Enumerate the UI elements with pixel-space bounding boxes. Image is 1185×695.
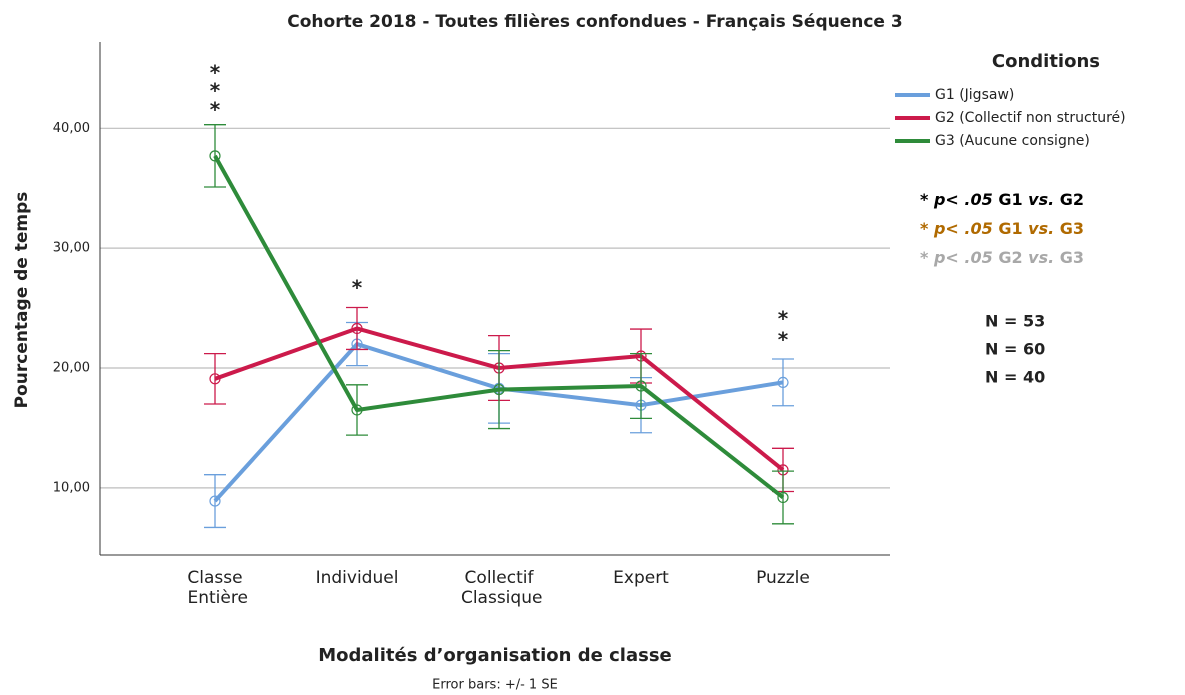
significance-legend-part: *: [920, 248, 929, 267]
significance-legend-part: G3: [1060, 219, 1084, 238]
significance-legend-part: p< .05: [933, 248, 993, 267]
significance-legend: * p< .05 G2 vs. G3: [920, 248, 1084, 267]
significance-legend-part: p< .05: [933, 219, 993, 238]
significance-legend-part: *: [920, 219, 929, 238]
y-tick-label: 30,00: [53, 241, 90, 256]
significance-legend: * p< .05 G1 vs. G2: [920, 190, 1084, 209]
significance-legend-part: G1: [998, 190, 1022, 209]
significance-legend-part: G3: [1060, 248, 1084, 267]
significance-legend-part: *: [920, 190, 929, 209]
significance-legend-part: p< .05: [933, 190, 993, 209]
y-axis-label: Pourcentage de temps: [12, 192, 32, 409]
significance-legend-part: G1: [998, 219, 1022, 238]
significance-star: *: [210, 61, 221, 85]
x-tick-label: Individuel: [316, 568, 399, 588]
significance-legend-part: G2: [1060, 190, 1084, 209]
significance-legend-part: vs.: [1028, 248, 1054, 267]
point-marker: [209, 495, 221, 507]
point-marker: [351, 404, 363, 416]
significance-star: *: [210, 79, 221, 103]
x-tick-label: Expert: [613, 568, 669, 588]
x-tick-label: Collectif Classique: [456, 568, 543, 608]
footnote: Error bars: +/- 1 SE: [432, 678, 558, 693]
significance-legend-part: vs.: [1028, 219, 1054, 238]
sample-size: N = 60: [985, 340, 1045, 359]
series-line: [213, 154, 785, 500]
significance-star: *: [778, 328, 789, 352]
point-marker: [209, 150, 221, 162]
significance-star: *: [210, 98, 221, 122]
chart-title: Cohorte 2018 - Toutes filières confondue…: [287, 12, 902, 32]
y-tick-label: 40,00: [53, 121, 90, 136]
significance-star: *: [352, 276, 363, 300]
point-marker: [777, 376, 789, 389]
y-tick-label: 10,00: [53, 480, 90, 495]
significance-star: *: [778, 307, 789, 331]
legend-label: G3 (Aucune consigne): [935, 133, 1090, 149]
significance-legend: * p< .05 G1 vs. G3: [920, 219, 1084, 238]
x-tick-label: Classe Entière: [182, 568, 248, 608]
point-marker: [635, 380, 647, 392]
error-bar: [204, 474, 226, 529]
significance-legend-part: vs.: [1028, 190, 1054, 209]
error-bar: [204, 352, 226, 405]
x-tick-label: Puzzle: [756, 568, 810, 588]
point-marker: [351, 322, 363, 335]
y-tick-label: 20,00: [53, 361, 90, 376]
sample-size: N = 53: [985, 312, 1045, 331]
point-marker: [209, 373, 221, 385]
legend-title: Conditions: [992, 51, 1100, 72]
point-marker: [493, 383, 505, 396]
sample-size: N = 40: [985, 368, 1045, 387]
x-axis-label: Modalités d’organisation de classe: [318, 645, 672, 666]
legend-label: G2 (Collectif non structuré): [935, 110, 1126, 126]
legend-label: G1 (Jigsaw): [935, 87, 1014, 103]
point-marker: [777, 491, 789, 504]
significance-legend-part: G2: [998, 248, 1022, 267]
